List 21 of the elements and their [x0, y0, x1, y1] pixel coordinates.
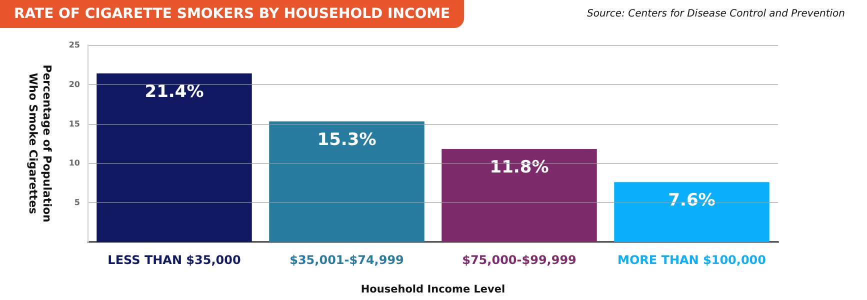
bar	[442, 149, 597, 242]
y-axis-title: Percentage of Population Who Smoke Cigarettes	[26, 64, 54, 222]
y-tick-label: 10	[68, 158, 80, 168]
data-label: 21.4%	[144, 82, 204, 102]
bar	[614, 182, 770, 242]
y-tick-label: 20	[68, 80, 80, 89]
data-label: 11.8%	[490, 158, 549, 178]
x-axis-title: Household Income Level	[360, 284, 506, 296]
x-tick-label: $35,001-$74,999	[290, 253, 404, 267]
y-tick-label: 15	[68, 119, 80, 128]
x-tick-label: LESS THAN $35,000	[108, 253, 241, 267]
x-tick-label: $75,000-$99,999	[462, 253, 576, 267]
bar	[96, 73, 252, 242]
x-tick-label: MORE THAN $100,000	[618, 253, 766, 267]
y-tick-label: 25	[68, 40, 80, 50]
y-tick-label: 5	[74, 198, 80, 208]
data-label: 15.3%	[317, 130, 376, 150]
chart-title: RATE OF CIGARETTE SMOKERS BY HOUSEHOLD INCOME	[14, 6, 450, 22]
source-note: Source: Centers for Disease Control and Prevention	[587, 8, 846, 20]
bar	[269, 121, 424, 242]
data-label: 7.6%	[668, 190, 716, 211]
